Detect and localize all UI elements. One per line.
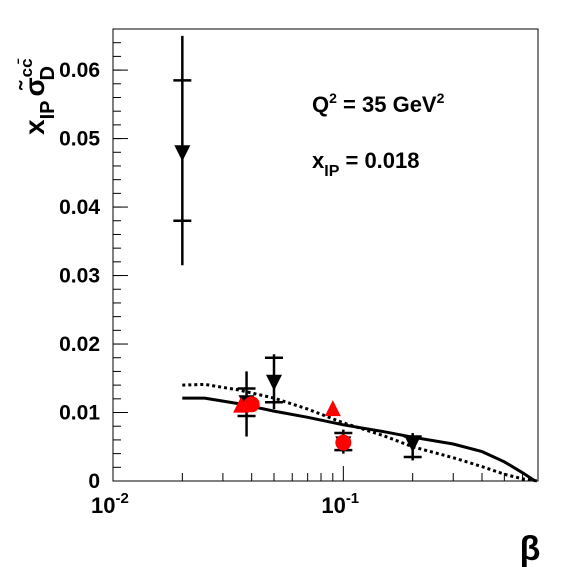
data-point-triangle-down bbox=[266, 374, 283, 391]
x-tick-label: 10-1 bbox=[321, 490, 359, 518]
y-tick-label: 0 bbox=[88, 470, 100, 493]
annotation-q2: Q2 = 35 GeV2 bbox=[312, 90, 445, 117]
y-axis-label: xIPσ̃cc̄D bbox=[17, 58, 59, 135]
y-tick-label: 0.06 bbox=[59, 59, 100, 82]
data-point-triangle-down bbox=[404, 436, 421, 453]
data-markers bbox=[174, 145, 421, 453]
y-tick-label: 0.02 bbox=[59, 333, 100, 356]
data-point-circle bbox=[243, 396, 260, 413]
annotation-xip: xIP = 0.018 bbox=[312, 148, 420, 180]
curve-dotted bbox=[182, 382, 539, 483]
model-curves bbox=[182, 382, 539, 483]
y-tick-label: 0.01 bbox=[59, 402, 100, 425]
y-tick-label: 0.04 bbox=[59, 196, 100, 219]
y-tick-label: 0.03 bbox=[59, 265, 100, 288]
data-point-triangle-down bbox=[174, 145, 191, 162]
plot-frame bbox=[112, 28, 539, 482]
data-point-triangle-up bbox=[324, 400, 341, 417]
data-point-circle bbox=[335, 434, 352, 451]
x-tick-label: 10-2 bbox=[91, 490, 129, 518]
error-bars bbox=[173, 35, 422, 461]
y-tick-label: 0.05 bbox=[59, 128, 100, 151]
x-axis-label: β bbox=[520, 530, 541, 567]
axes: 0 0.01 0.02 0.03 0.04 0.05 0.06 10-2 10-1 bbox=[59, 28, 539, 518]
